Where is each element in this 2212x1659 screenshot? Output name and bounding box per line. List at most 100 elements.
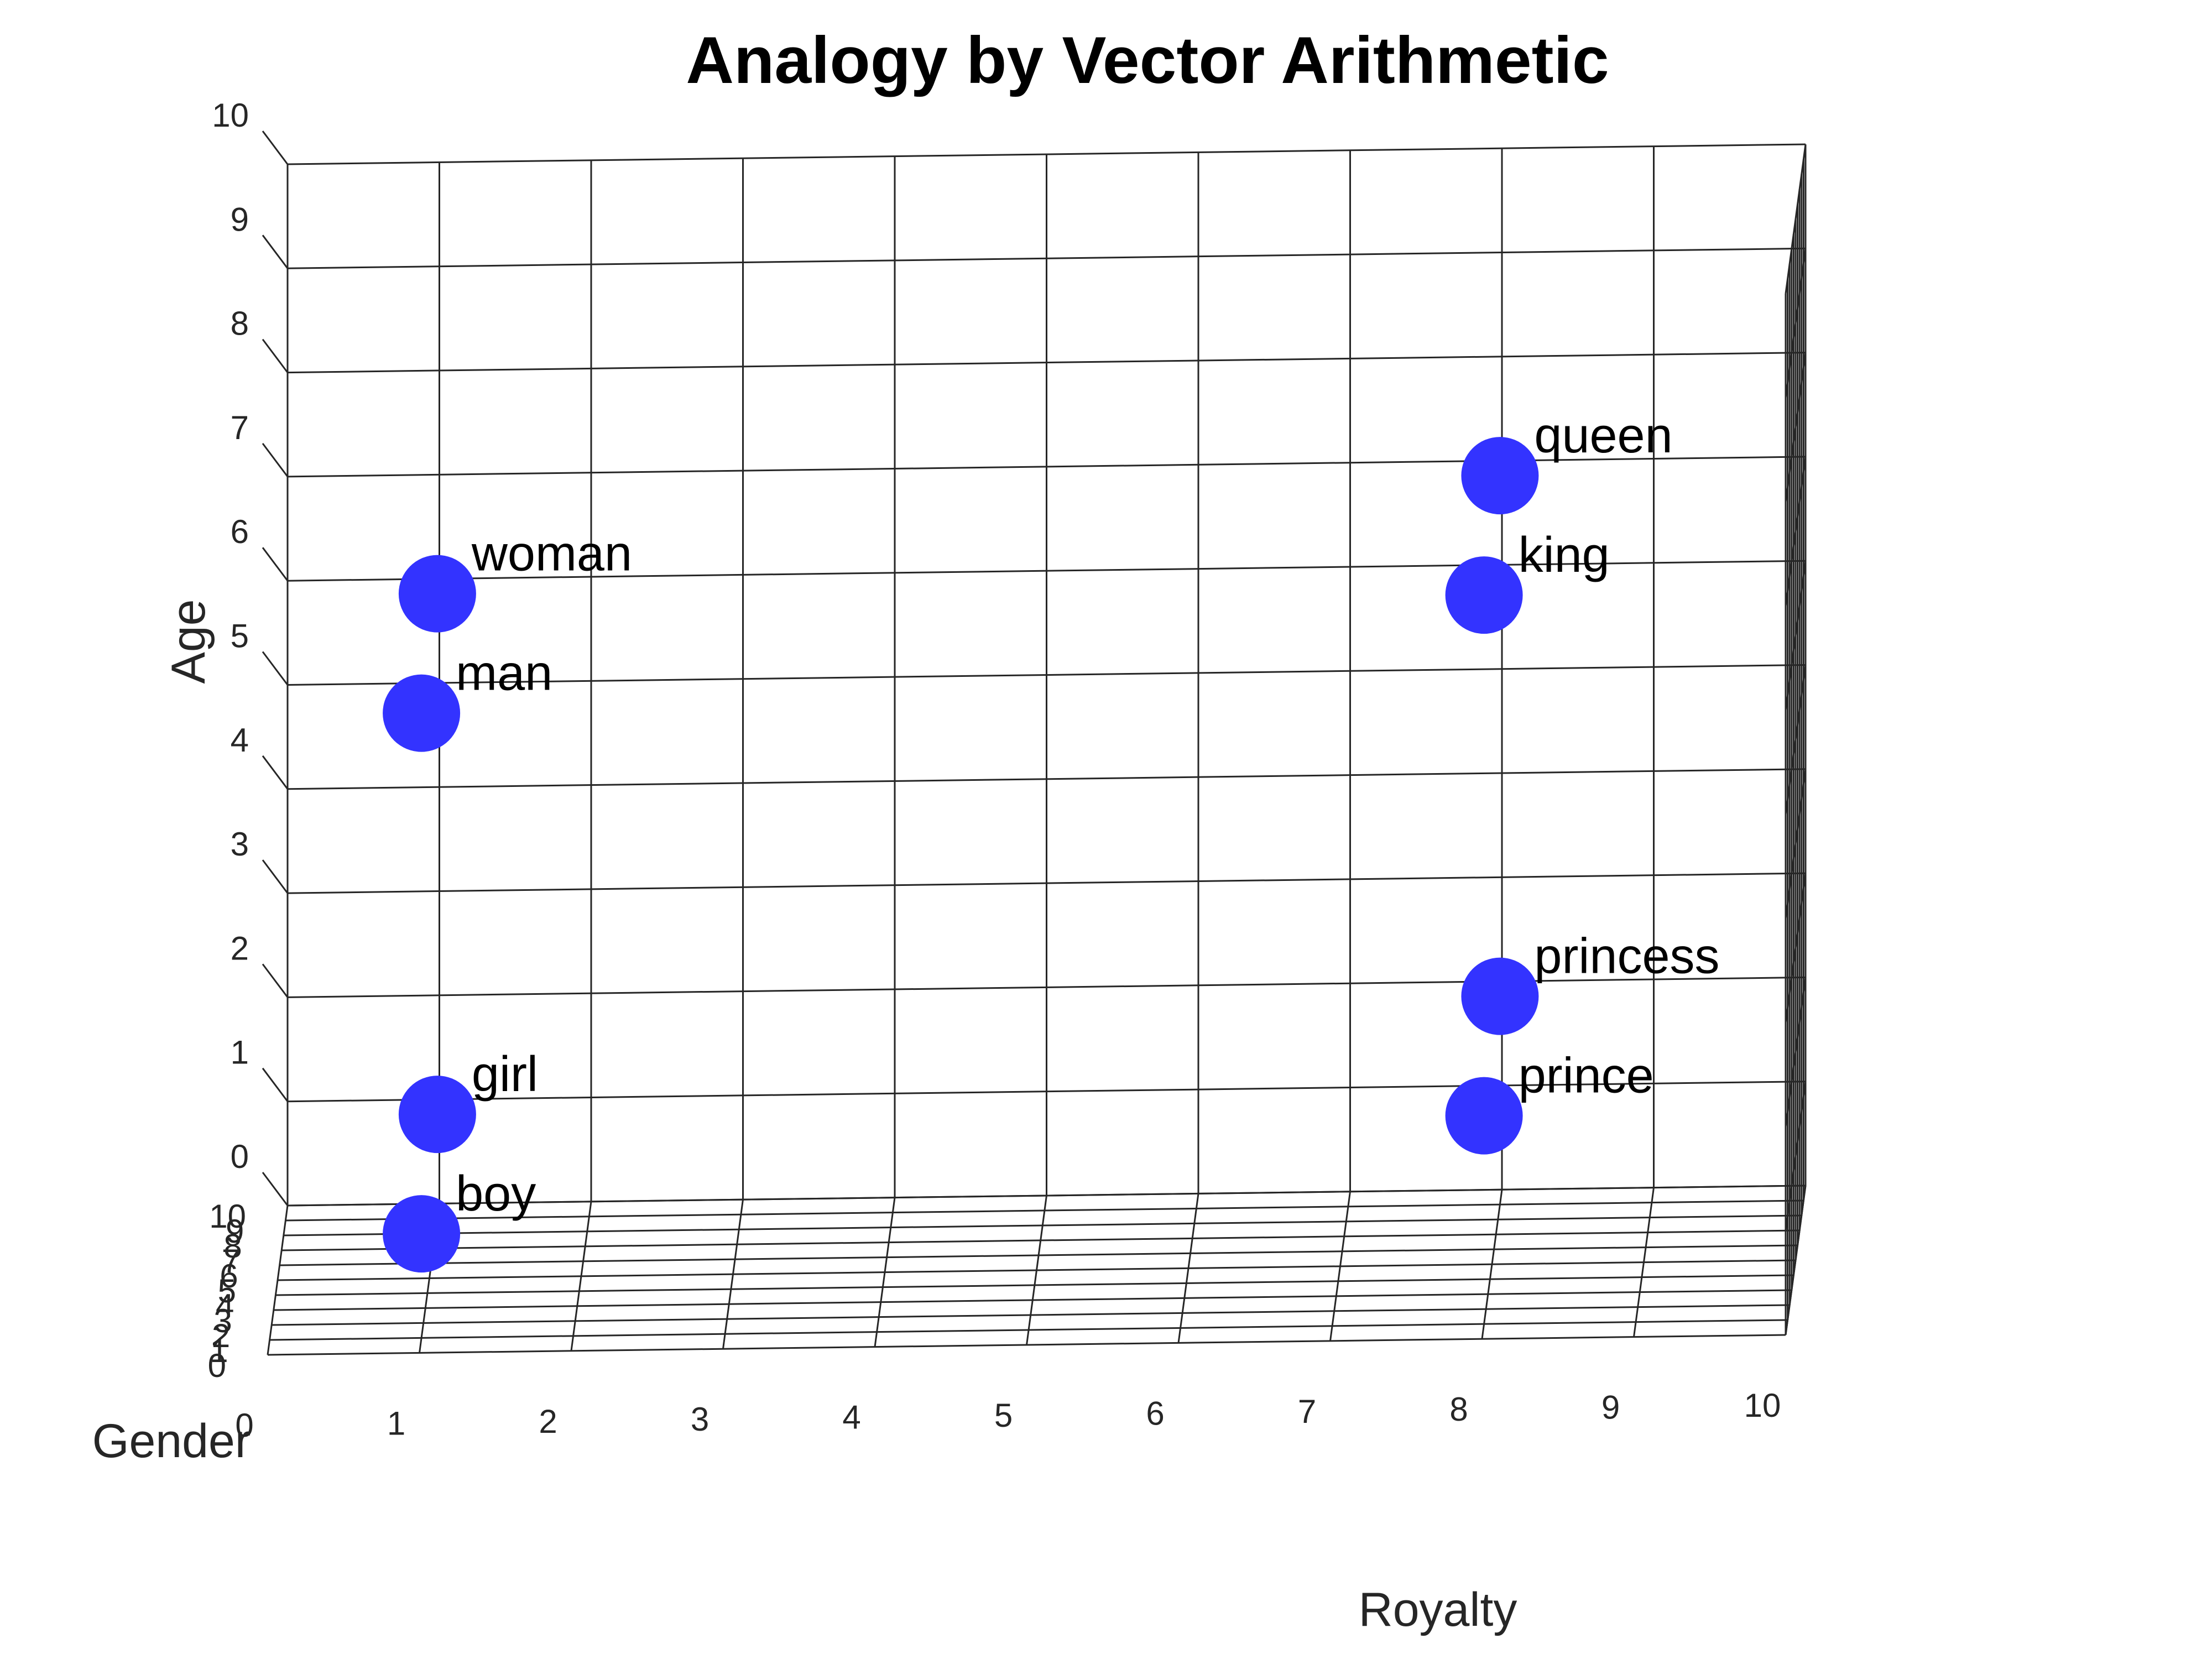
side-wall-gridline (1785, 561, 1807, 711)
z-tick-mark (262, 338, 289, 373)
floor-gridline (267, 1334, 1786, 1356)
chart-title: Analogy by Vector Arithmetic (686, 23, 1609, 97)
x-tick-label: 1 (387, 1405, 405, 1442)
back-wall-gridline (287, 768, 1806, 790)
side-wall-gridline (1785, 769, 1807, 919)
x-axis-label: Royalty (1359, 1583, 1517, 1636)
x-tick-label: 8 (1449, 1391, 1468, 1428)
floor-gridline (269, 1319, 1788, 1341)
y-tick-label: 0 (208, 1347, 226, 1384)
back-wall-gridline (287, 560, 1806, 582)
x-tick-label: 3 (691, 1401, 709, 1438)
back-wall-gridline (287, 976, 1806, 998)
x-tick-label: 0 (235, 1407, 253, 1444)
data-point-princess (1461, 957, 1539, 1035)
back-wall-gridline (287, 456, 1806, 478)
floor-gridline (277, 1259, 1796, 1281)
z-tick-label: 0 (231, 1138, 249, 1175)
z-tick-label: 5 (231, 618, 249, 655)
z-tick-mark (262, 651, 289, 686)
z-tick-mark (262, 131, 289, 165)
z-tick-mark (262, 755, 289, 790)
floor-gridline (279, 1244, 1798, 1266)
data-point-queen (1461, 437, 1539, 515)
axis-labels: Royalty Gender Age (92, 599, 1517, 1636)
y-tick-label: 5 (218, 1272, 236, 1310)
z-tick-mark (262, 547, 289, 582)
floor-gridline (285, 1199, 1804, 1222)
data-point-boy (383, 1195, 461, 1273)
data-point-label: boy (456, 1166, 536, 1222)
data-point-girl (398, 1076, 476, 1154)
y-tick-label: 10 (209, 1198, 246, 1235)
data-point-label: princess (1534, 929, 1719, 984)
back-wall-gridline (287, 352, 1806, 374)
y-tick-label: 1 (210, 1332, 228, 1369)
z-tick-mark (262, 443, 289, 477)
data-point-label: woman (471, 526, 632, 582)
y-tick-label: 7 (222, 1243, 240, 1280)
data-point-label: queen (1534, 408, 1672, 463)
back-wall-gridline (287, 143, 1806, 165)
floor-gridline (275, 1274, 1794, 1296)
data-point-label: girl (472, 1047, 538, 1102)
x-tick-label: 7 (1298, 1393, 1316, 1430)
y-tick-label: 2 (212, 1317, 230, 1354)
z-tick-mark (262, 1067, 289, 1102)
floor-gridline (273, 1289, 1792, 1311)
data-point-label: king (1519, 528, 1610, 583)
floor-gridline (272, 1304, 1790, 1326)
floor-gridline (281, 1229, 1800, 1251)
data-point-man (383, 674, 461, 752)
z-tick-mark (262, 1172, 289, 1206)
x-tick-label: 10 (1744, 1387, 1781, 1424)
z-tick-label: 2 (231, 930, 249, 967)
data-points: woman man girl boy queen king princess prince (383, 408, 1720, 1273)
z-tick-label: 6 (231, 513, 249, 550)
back-wall-gridline (287, 1081, 1806, 1103)
z-tick-mark (262, 234, 289, 269)
x-tick-label: 5 (994, 1397, 1013, 1434)
side-wall-gridline (1785, 248, 1807, 398)
grid-layer (262, 131, 1807, 1356)
back-wall-gridline (287, 872, 1806, 894)
side-wall-gridline (1785, 977, 1807, 1127)
y-tick-label: 6 (220, 1258, 238, 1295)
z-tick-mark (262, 963, 289, 998)
floor-gridline (283, 1214, 1802, 1237)
x-tick-label: 2 (539, 1403, 557, 1440)
z-tick-mark (262, 859, 289, 894)
back-wall-gridline (287, 247, 1806, 269)
z-axis-label: Age (162, 599, 215, 684)
y-axis-label: Gender (92, 1415, 251, 1468)
data-point-prince (1445, 1077, 1523, 1155)
z-tick-label: 9 (231, 201, 249, 238)
z-tick-label: 3 (231, 826, 249, 863)
x-tick-label: 9 (1601, 1389, 1620, 1426)
y-tick-label: 8 (223, 1228, 242, 1265)
z-tick-label: 8 (231, 305, 249, 342)
y-tick-label: 9 (226, 1213, 244, 1250)
z-tick-label: 7 (231, 409, 249, 446)
x-tick-label: 4 (842, 1399, 860, 1436)
side-wall-gridline (1785, 352, 1807, 502)
z-tick-label: 1 (231, 1034, 249, 1071)
data-point-label: man (456, 646, 552, 701)
side-wall-gridline (1785, 1081, 1807, 1231)
side-wall-gridline (1785, 144, 1807, 294)
side-wall-gridline (1785, 456, 1807, 607)
z-tick-label: 10 (212, 97, 249, 134)
side-wall-gridline (1785, 873, 1807, 1023)
y-tick-label: 3 (213, 1302, 232, 1339)
side-wall-gridline (1785, 665, 1807, 815)
data-point-woman (398, 555, 476, 633)
floor-gridline (287, 1185, 1806, 1207)
y-tick-label: 4 (216, 1287, 234, 1324)
data-point-label: prince (1519, 1048, 1654, 1104)
data-point-king (1445, 556, 1523, 634)
back-wall-gridline (287, 664, 1806, 686)
z-tick-label: 4 (231, 722, 249, 759)
x-tick-label: 6 (1146, 1395, 1164, 1432)
